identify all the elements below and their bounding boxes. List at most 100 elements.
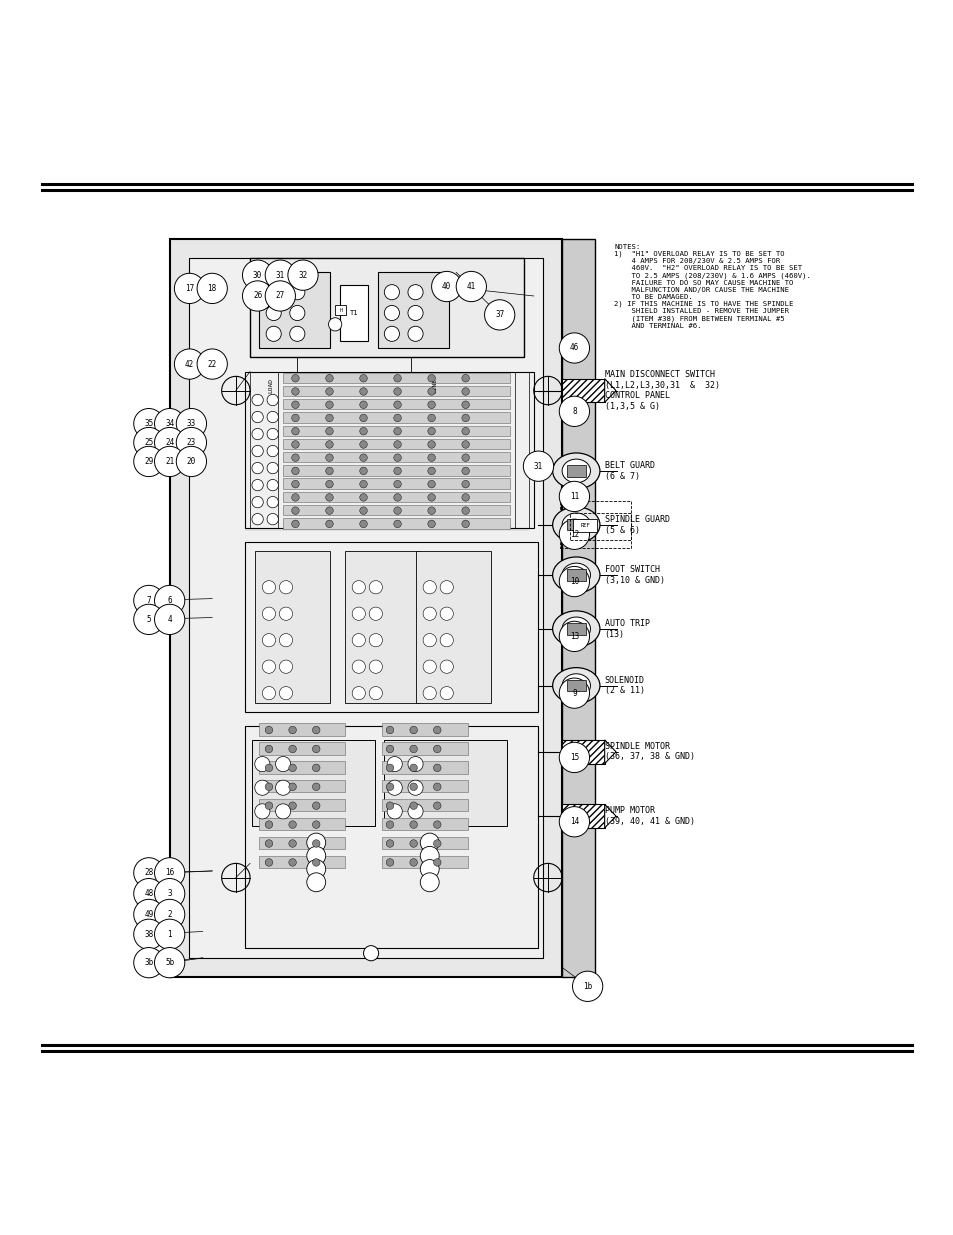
Circle shape xyxy=(408,804,422,819)
Bar xyxy=(382,818,467,830)
Bar xyxy=(566,569,585,580)
Circle shape xyxy=(289,840,296,847)
Circle shape xyxy=(133,604,164,635)
Circle shape xyxy=(262,608,275,620)
Circle shape xyxy=(420,834,438,852)
Circle shape xyxy=(133,857,164,888)
Circle shape xyxy=(307,860,325,878)
Circle shape xyxy=(154,585,185,615)
Circle shape xyxy=(410,840,417,847)
Circle shape xyxy=(265,726,273,734)
Circle shape xyxy=(154,899,185,930)
Circle shape xyxy=(427,374,435,382)
Text: 5b: 5b xyxy=(165,958,174,967)
Circle shape xyxy=(369,687,382,700)
Circle shape xyxy=(252,446,263,457)
Circle shape xyxy=(289,783,296,790)
Text: 7: 7 xyxy=(147,597,151,605)
Circle shape xyxy=(461,374,469,382)
Bar xyxy=(283,412,510,422)
Circle shape xyxy=(359,441,367,448)
Circle shape xyxy=(352,659,365,673)
Circle shape xyxy=(267,496,278,508)
Ellipse shape xyxy=(561,563,590,587)
Circle shape xyxy=(266,326,281,341)
Circle shape xyxy=(292,454,299,462)
Circle shape xyxy=(176,427,206,458)
Circle shape xyxy=(461,427,469,435)
Ellipse shape xyxy=(561,459,590,483)
Circle shape xyxy=(461,454,469,462)
Circle shape xyxy=(572,971,602,1002)
Circle shape xyxy=(325,467,333,474)
Text: 26: 26 xyxy=(253,291,262,300)
Circle shape xyxy=(427,494,435,501)
Text: 41: 41 xyxy=(466,282,476,291)
Circle shape xyxy=(252,394,263,405)
Circle shape xyxy=(266,284,281,300)
Text: FOOT SWITCH
(3,10 & GND): FOOT SWITCH (3,10 & GND) xyxy=(604,566,664,584)
Circle shape xyxy=(289,821,296,829)
Bar xyxy=(283,478,510,489)
Circle shape xyxy=(279,687,293,700)
Circle shape xyxy=(290,284,305,300)
Circle shape xyxy=(461,467,469,474)
Circle shape xyxy=(410,802,417,809)
Text: 46: 46 xyxy=(569,343,578,352)
Text: 3b: 3b xyxy=(144,958,153,967)
Circle shape xyxy=(313,821,319,829)
Circle shape xyxy=(242,261,273,290)
Text: 16: 16 xyxy=(165,868,174,877)
Bar xyxy=(259,781,344,793)
Text: 14: 14 xyxy=(569,818,578,826)
Circle shape xyxy=(461,520,469,527)
Circle shape xyxy=(275,804,291,819)
Text: 11: 11 xyxy=(569,492,578,501)
Bar xyxy=(245,542,537,713)
Circle shape xyxy=(433,726,440,734)
Circle shape xyxy=(262,687,275,700)
Circle shape xyxy=(410,858,417,866)
Circle shape xyxy=(484,300,515,330)
Bar xyxy=(382,742,467,755)
Circle shape xyxy=(433,783,440,790)
Bar xyxy=(382,856,467,868)
Text: T1: T1 xyxy=(350,310,358,316)
Text: 30: 30 xyxy=(253,270,262,279)
Circle shape xyxy=(325,520,333,527)
Ellipse shape xyxy=(552,668,599,704)
Circle shape xyxy=(267,479,278,490)
Bar xyxy=(245,372,533,527)
Text: 22: 22 xyxy=(208,359,216,368)
Circle shape xyxy=(359,480,367,488)
Circle shape xyxy=(386,764,394,772)
Circle shape xyxy=(386,726,394,734)
Polygon shape xyxy=(604,740,616,763)
Bar xyxy=(377,273,448,348)
Text: 18: 18 xyxy=(208,284,216,293)
Bar xyxy=(170,240,561,977)
Circle shape xyxy=(292,441,299,448)
Circle shape xyxy=(359,414,367,421)
Circle shape xyxy=(289,764,296,772)
Bar xyxy=(566,466,585,477)
Circle shape xyxy=(325,506,333,515)
Circle shape xyxy=(292,494,299,501)
Circle shape xyxy=(288,261,317,290)
Circle shape xyxy=(133,947,164,978)
Ellipse shape xyxy=(561,674,590,698)
Circle shape xyxy=(384,284,399,300)
Bar xyxy=(561,804,604,827)
Bar xyxy=(283,373,510,383)
Circle shape xyxy=(154,919,185,950)
Bar xyxy=(382,724,467,736)
Bar xyxy=(382,799,467,811)
Circle shape xyxy=(290,326,305,341)
Circle shape xyxy=(242,280,273,311)
Circle shape xyxy=(394,480,401,488)
Circle shape xyxy=(408,284,422,300)
Ellipse shape xyxy=(552,506,599,543)
Circle shape xyxy=(461,388,469,395)
Circle shape xyxy=(410,783,417,790)
Circle shape xyxy=(313,764,319,772)
